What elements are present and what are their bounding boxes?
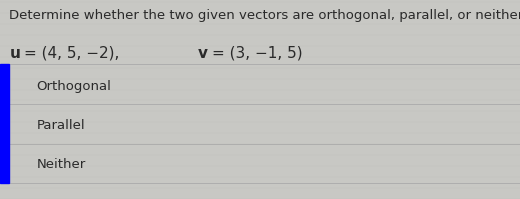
Bar xyxy=(0,64,9,183)
Text: = (4, 5, −2),: = (4, 5, −2), xyxy=(24,46,119,61)
Text: Orthogonal: Orthogonal xyxy=(36,80,111,93)
Text: v: v xyxy=(198,46,207,61)
Text: Parallel: Parallel xyxy=(36,119,85,132)
Text: Neither: Neither xyxy=(36,158,86,171)
Text: Determine whether the two given vectors are orthogonal, parallel, or neither.: Determine whether the two given vectors … xyxy=(9,9,520,22)
Text: = (3, −1, 5): = (3, −1, 5) xyxy=(212,46,303,61)
Text: u: u xyxy=(9,46,20,61)
